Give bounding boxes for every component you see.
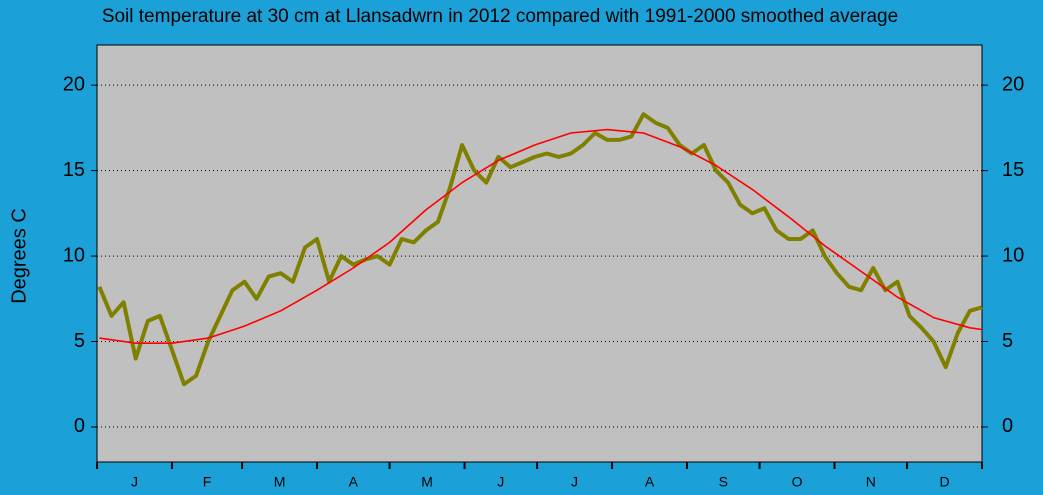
- y-tick-label: 0: [74, 415, 85, 437]
- x-tick-label: D: [939, 474, 949, 490]
- y-tick-label: 20: [63, 73, 85, 95]
- x-tick-label: A: [645, 474, 655, 490]
- x-tick-label: S: [719, 474, 728, 490]
- x-tick-label: N: [866, 474, 876, 490]
- x-tick-label: F: [203, 474, 212, 490]
- x-tick-label: A: [349, 474, 359, 490]
- y2-tick-label: 15: [1002, 159, 1024, 181]
- y-tick-label: 15: [63, 159, 85, 181]
- y-tick-label: 10: [63, 244, 85, 266]
- x-tick-label: J: [571, 474, 578, 490]
- y-axis-label: Degrees C: [8, 208, 30, 304]
- y2-tick-label: 5: [1002, 330, 1013, 352]
- y2-tick-label: 20: [1002, 73, 1024, 95]
- plot-area: [96, 44, 983, 463]
- x-tick-label: M: [421, 474, 433, 490]
- series-line: [97, 112, 983, 387]
- y-tick-label: 5: [74, 330, 85, 352]
- x-tick-label: M: [274, 474, 286, 490]
- chart-title: Soil temperature at 30 cm at Llansadwrn …: [102, 6, 898, 27]
- y2-tick-label: 10: [1002, 244, 1024, 266]
- x-tick-label: O: [792, 474, 803, 490]
- x-tick-label: J: [131, 474, 138, 490]
- x-tick-label: J: [497, 474, 504, 490]
- series-line: [99, 128, 983, 344]
- y2-tick-label: 0: [1002, 415, 1013, 437]
